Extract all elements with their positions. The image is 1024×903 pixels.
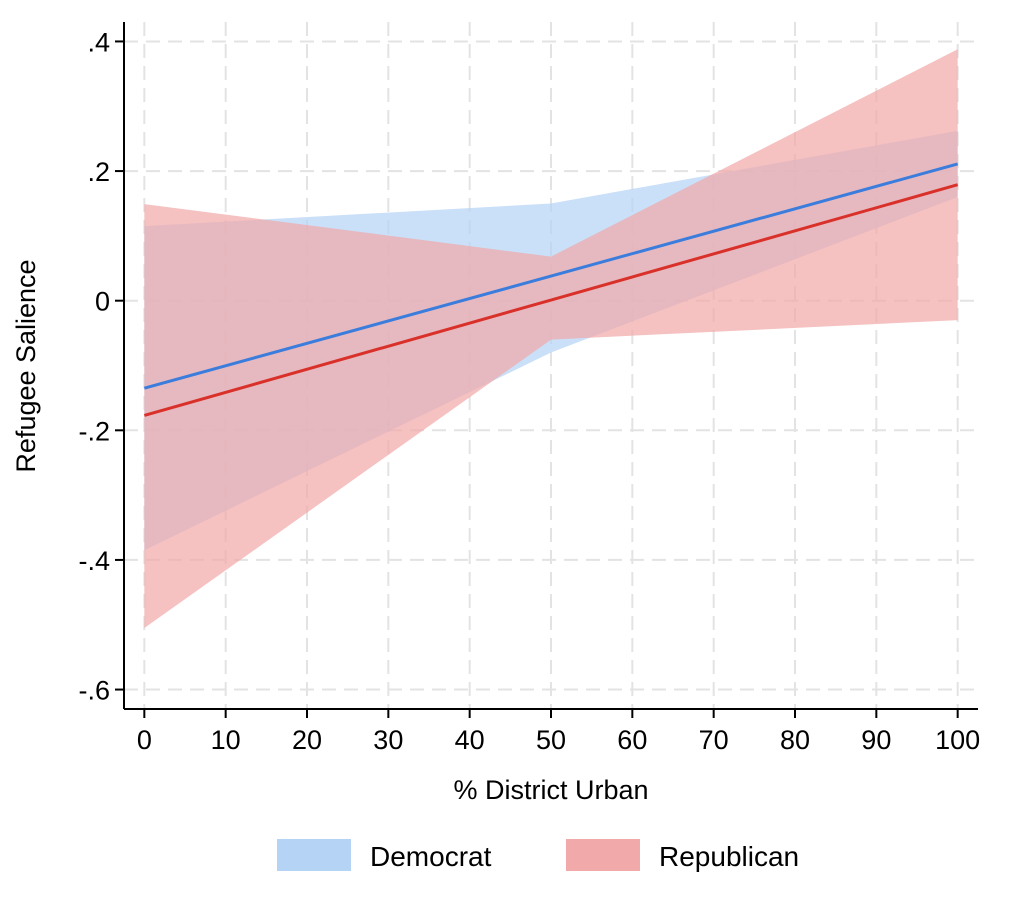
x-tick-label: 100	[935, 725, 980, 755]
x-tick-label: 90	[861, 725, 891, 755]
x-tick-label: 40	[455, 725, 485, 755]
x-axis-title: % District Urban	[453, 775, 648, 805]
y-tick-label: -.2	[78, 416, 110, 446]
x-tick-label: 0	[137, 725, 152, 755]
fit-line-republican	[143, 183, 959, 417]
legend-label-democrat: Democrat	[370, 841, 492, 872]
series-lines	[143, 162, 959, 417]
x-tick-label: 20	[292, 725, 322, 755]
tick-labels: 0 10 20 30 40 50 60 70 80 90 100 .4 .2 0 -.2 -.4 -.6	[78, 27, 980, 755]
x-tick-label: 50	[536, 725, 566, 755]
ci-band-republican	[144, 49, 958, 628]
confidence-bands	[144, 49, 958, 628]
y-tick-label: 0	[95, 287, 110, 317]
x-tick-label: 10	[211, 725, 241, 755]
y-axis-title: Refugee Salience	[11, 259, 41, 472]
x-tick-label: 70	[699, 725, 729, 755]
y-tick-label: .2	[87, 157, 110, 187]
fit-line-democrat	[143, 162, 959, 390]
axes	[115, 22, 978, 718]
x-tick-label: 30	[373, 725, 403, 755]
legend-swatch-republican	[566, 839, 640, 871]
legend: Democrat Republican	[277, 839, 799, 872]
y-tick-label: -.4	[78, 546, 110, 576]
x-tick-label: 60	[617, 725, 647, 755]
legend-label-republican: Republican	[659, 841, 799, 872]
legend-swatch-democrat	[277, 839, 351, 871]
y-tick-label: -.6	[78, 676, 110, 706]
x-tick-label: 80	[780, 725, 810, 755]
y-tick-label: .4	[87, 27, 110, 57]
